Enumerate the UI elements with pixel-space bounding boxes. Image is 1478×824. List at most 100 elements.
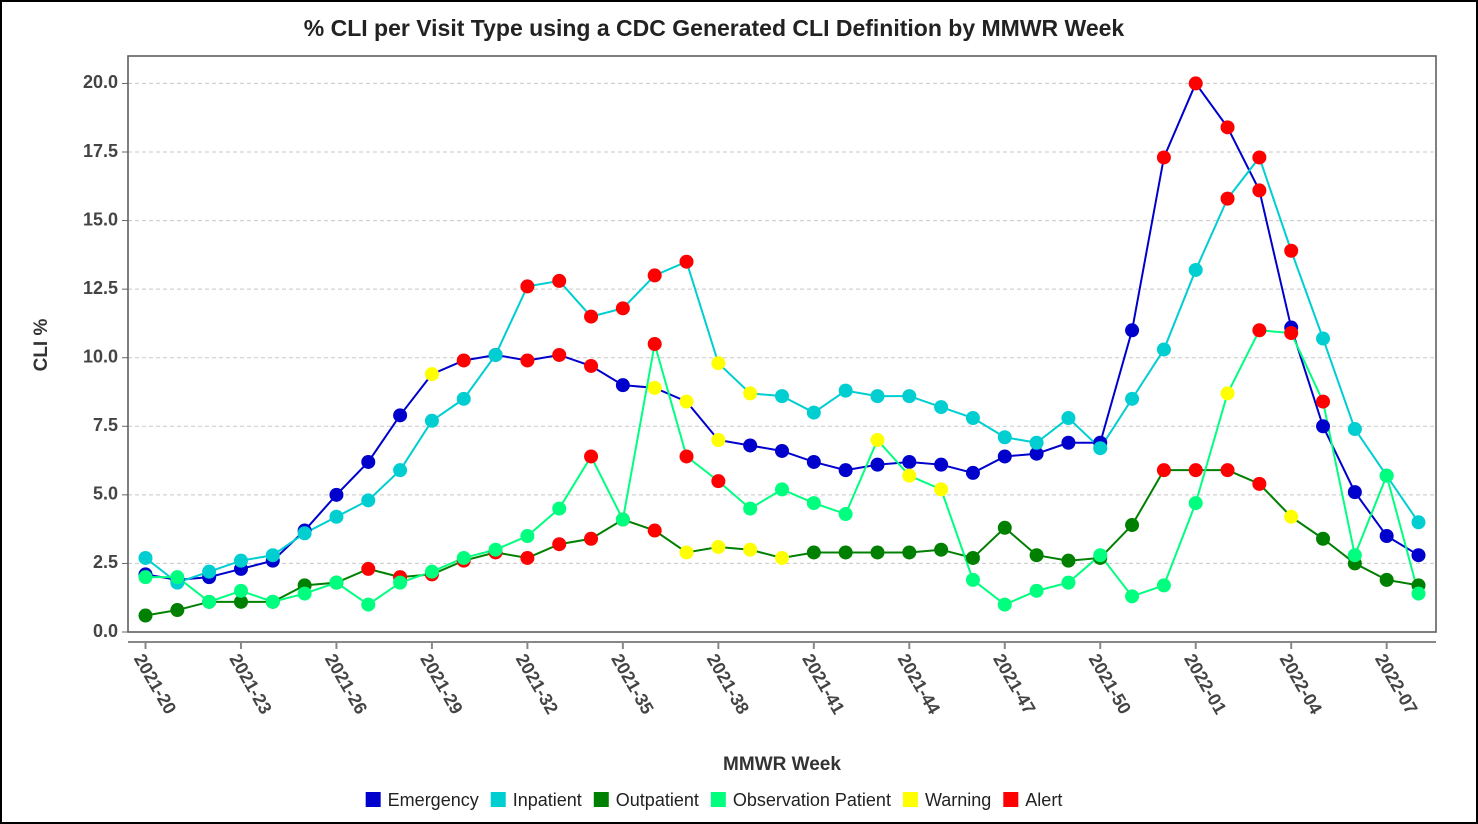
data-point — [265, 548, 280, 563]
data-point — [997, 597, 1012, 612]
legend-swatch — [593, 792, 609, 807]
data-point — [456, 353, 471, 368]
data-point — [1188, 262, 1203, 277]
data-point — [1029, 446, 1044, 461]
legend-label: Alert — [1025, 790, 1062, 810]
y-tick-label: 10.0 — [83, 346, 118, 366]
data-point — [615, 378, 630, 393]
data-point — [965, 550, 980, 565]
data-point — [1125, 589, 1140, 604]
data-point — [138, 570, 153, 585]
legend-label: Inpatient — [513, 790, 582, 810]
data-point — [1252, 150, 1267, 165]
data-point — [1316, 331, 1331, 346]
data-point — [1316, 394, 1331, 409]
y-tick-label: 7.5 — [93, 415, 118, 435]
data-point — [1252, 476, 1267, 491]
chart-title: % CLI per Visit Type using a CDC Generat… — [304, 15, 1125, 41]
plot-area — [128, 56, 1436, 632]
data-point — [488, 542, 503, 557]
data-point — [1061, 575, 1076, 590]
data-point — [934, 542, 949, 557]
y-tick-label: 17.5 — [83, 141, 118, 161]
data-point — [997, 520, 1012, 535]
data-point — [1029, 583, 1044, 598]
data-point — [361, 493, 376, 508]
data-point — [393, 575, 408, 590]
data-point — [202, 594, 217, 609]
data-point — [711, 433, 726, 447]
legend-label: Warning — [925, 790, 991, 810]
data-point — [520, 529, 535, 543]
plot-border — [127, 55, 1437, 633]
data-point — [679, 254, 694, 269]
data-point — [743, 386, 758, 401]
data-point — [170, 570, 185, 585]
data-point — [1156, 342, 1171, 357]
data-point — [1347, 485, 1362, 500]
data-point — [329, 487, 344, 502]
data-point — [838, 383, 853, 398]
data-point — [1379, 529, 1394, 543]
data-point — [138, 608, 153, 623]
data-point — [934, 482, 949, 497]
data-point — [233, 553, 248, 568]
data-point — [997, 449, 1012, 464]
data-point — [584, 449, 599, 464]
data-point — [1284, 243, 1299, 258]
data-point — [1188, 463, 1203, 478]
data-point — [934, 400, 949, 415]
data-point — [1252, 323, 1267, 338]
data-point — [838, 545, 853, 560]
data-point — [1029, 435, 1044, 450]
data-point — [393, 408, 408, 423]
data-point — [1316, 419, 1331, 434]
data-point — [552, 347, 567, 362]
data-point — [775, 482, 789, 497]
data-point — [775, 443, 789, 458]
data-point — [329, 575, 344, 590]
data-point — [552, 501, 567, 516]
data-point — [997, 430, 1012, 445]
data-point — [424, 413, 439, 428]
data-point — [361, 454, 376, 469]
data-point — [1252, 183, 1267, 198]
y-tick-label: 12.5 — [83, 278, 118, 298]
data-point — [297, 526, 312, 541]
data-point — [424, 367, 439, 382]
y-tick-label: 20.0 — [83, 72, 118, 92]
data-point — [265, 594, 280, 609]
data-point — [1093, 548, 1108, 563]
y-tick-label: 2.5 — [93, 552, 118, 572]
data-point — [138, 550, 153, 565]
legend-swatch — [365, 792, 381, 807]
data-point — [647, 523, 662, 538]
data-point — [520, 353, 535, 368]
data-point — [1411, 548, 1426, 563]
data-point — [647, 268, 662, 283]
data-point — [1061, 435, 1076, 450]
legend-label: Outpatient — [616, 790, 699, 810]
data-point — [584, 531, 599, 546]
data-point — [584, 309, 599, 324]
data-point — [1411, 586, 1426, 601]
data-point — [1188, 76, 1203, 91]
data-point — [1220, 386, 1235, 401]
x-axis-title: MMWR Week — [723, 754, 841, 775]
data-point — [1061, 553, 1076, 568]
y-tick-label: 5.0 — [93, 484, 118, 504]
data-point — [870, 433, 885, 447]
data-point — [424, 564, 439, 579]
data-point — [965, 411, 980, 426]
data-point — [711, 539, 726, 554]
data-point — [1284, 509, 1299, 524]
data-point — [806, 545, 821, 560]
data-point — [806, 496, 821, 511]
data-point — [615, 301, 630, 316]
data-point — [679, 394, 694, 409]
legend-swatch — [490, 792, 506, 807]
data-point — [520, 550, 535, 565]
data-point — [1316, 531, 1331, 546]
y-axis-title: CLI % — [31, 319, 52, 372]
data-point — [743, 438, 758, 453]
